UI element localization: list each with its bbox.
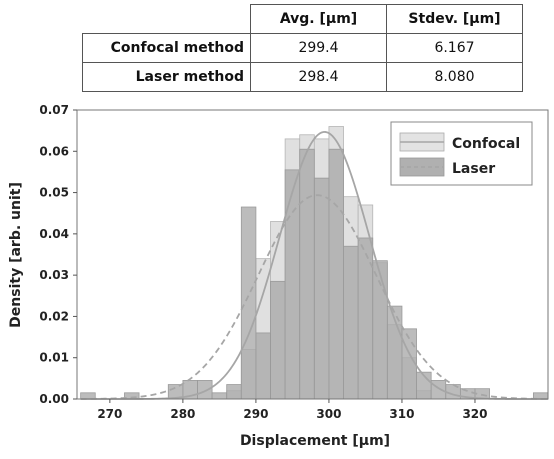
x-tick-label: 280 <box>170 407 195 421</box>
y-axis: 0.00 0.01 0.02 0.03 0.04 0.05 0.06 0.07 <box>39 103 77 406</box>
bar-laser <box>430 380 447 400</box>
confocal-stdev-cell: 6.167 <box>386 33 523 63</box>
x-tick-label: 310 <box>389 407 414 421</box>
table-row: Confocal method 299.4 6.167 <box>82 33 523 63</box>
table-row: Laser method 298.4 8.080 <box>82 62 523 92</box>
stdev-column-header: Stdev. [μm] <box>386 4 523 34</box>
bar-laser <box>240 206 257 400</box>
x-axis-label: Displacement [μm] <box>240 433 390 449</box>
statistics-table: Avg. [μm] Stdev. [μm] Confocal method 29… <box>82 4 523 92</box>
y-tick-label: 0.01 <box>39 351 69 365</box>
y-tick-label: 0.07 <box>39 103 69 117</box>
y-tick-label: 0.02 <box>39 309 69 323</box>
plot-frame <box>76 109 549 400</box>
bar-laser <box>284 169 301 400</box>
bar-laser <box>299 148 315 400</box>
y-tick-label: 0.04 <box>39 227 69 241</box>
bar-laser <box>197 380 213 400</box>
bar-laser <box>255 332 271 400</box>
y-tick-label: 0.00 <box>39 392 69 406</box>
x-tick-label: 270 <box>97 407 122 421</box>
y-tick-label: 0.05 <box>39 186 69 200</box>
legend-label-laser: Laser <box>452 161 495 177</box>
laser-stdev-cell: 8.080 <box>386 62 523 92</box>
legend: Confocal Laser <box>390 121 533 186</box>
confocal-avg-cell: 299.4 <box>250 33 387 63</box>
x-tick-label: 290 <box>243 407 268 421</box>
bar-laser <box>211 392 228 400</box>
bar-laser <box>343 245 359 400</box>
bar-laser <box>270 280 286 400</box>
x-tick-label: 300 <box>316 407 341 421</box>
x-tick-label: 320 <box>462 407 487 421</box>
laser-avg-cell: 298.4 <box>250 62 387 92</box>
x-axis: 270 280 290 300 310 320 <box>97 399 488 421</box>
bar-laser <box>226 384 242 400</box>
table-header-row: Avg. [μm] Stdev. [μm] <box>82 4 523 34</box>
row-label-laser: Laser method <box>82 62 251 92</box>
y-tick-label: 0.03 <box>39 268 69 282</box>
legend-label-confocal: Confocal <box>452 136 520 152</box>
y-tick-label: 0.06 <box>39 144 69 158</box>
bar-laser <box>328 148 344 400</box>
y-axis-label: Density [arb. unit] <box>8 182 24 328</box>
bar-laser <box>313 177 330 400</box>
